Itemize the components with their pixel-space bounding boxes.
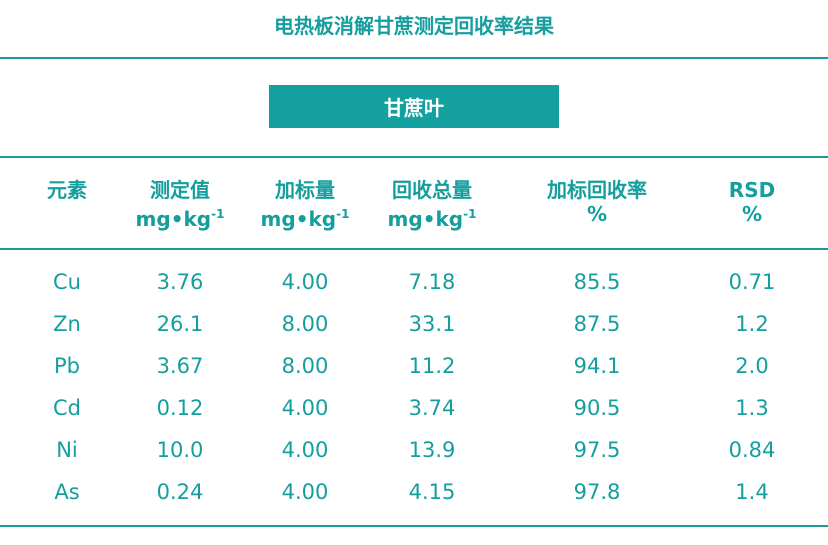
- table-cell: 10.0: [156, 438, 204, 462]
- table-cell: 97.5: [573, 438, 621, 462]
- table-cell: 3.67: [156, 354, 204, 378]
- column-header: 元素: [47, 178, 87, 202]
- column-header: 测定值 mg•kg-1: [136, 178, 225, 231]
- table-cell: 4.00: [281, 480, 329, 504]
- table-cell: 0.24: [156, 480, 204, 504]
- table-cell: 7.18: [408, 270, 456, 294]
- table-cell: 8.00: [281, 354, 329, 378]
- table-cell: 8.00: [281, 312, 329, 336]
- table-cell: 3.76: [156, 270, 204, 294]
- divider: [0, 156, 828, 158]
- table-cell: 97.8: [573, 480, 621, 504]
- table-cell: 87.5: [573, 312, 621, 336]
- column-header: 回收总量 mg•kg-1: [388, 178, 477, 231]
- header-label: 回收总量: [392, 178, 472, 202]
- column-header: RSD%: [729, 178, 775, 226]
- table-cell: 0.12: [156, 396, 204, 420]
- table-cell: 1.4: [735, 480, 769, 504]
- column-header: 加标量 mg•kg-1: [261, 178, 350, 231]
- divider: [0, 248, 828, 250]
- section-label: 甘蔗叶: [384, 96, 444, 120]
- table-cell: 2.0: [735, 354, 769, 378]
- table-cell: 90.5: [573, 396, 621, 420]
- header-unit: mg•kg-1: [260, 207, 350, 231]
- divider: [0, 57, 828, 59]
- header-label: 元素: [47, 178, 87, 202]
- table-cell: 0.84: [728, 438, 776, 462]
- table-cell: 4.00: [281, 270, 329, 294]
- table-cell: 4.00: [281, 438, 329, 462]
- element-cell: Cu: [53, 270, 81, 294]
- header-unit: %: [586, 202, 608, 226]
- element-cell: Ni: [56, 438, 78, 462]
- table-cell: 4.00: [281, 396, 329, 420]
- header-unit: %: [741, 202, 763, 226]
- table-cell: 1.2: [735, 312, 769, 336]
- header-unit: mg•kg-1: [387, 207, 477, 231]
- element-cell: Cd: [53, 396, 81, 420]
- table-cell: 13.9: [408, 438, 456, 462]
- table-cell: 26.1: [156, 312, 204, 336]
- header-label: RSD: [728, 178, 776, 202]
- table-cell: 11.2: [408, 354, 456, 378]
- table-cell: 85.5: [573, 270, 621, 294]
- page-title: 电热板消解甘蔗测定回收率结果: [274, 14, 554, 38]
- header-label: 加标量: [275, 178, 335, 202]
- table-cell: 33.1: [408, 312, 456, 336]
- element-cell: Zn: [53, 312, 81, 336]
- table-cell: 4.15: [408, 480, 456, 504]
- header-label: 测定值: [150, 178, 210, 202]
- table-cell: 1.3: [735, 396, 769, 420]
- header-label: 加标回收率: [547, 178, 647, 202]
- column-header: 加标回收率%: [547, 178, 647, 226]
- header-unit: mg•kg-1: [135, 207, 225, 231]
- table-cell: 3.74: [408, 396, 456, 420]
- table-cell: 94.1: [573, 354, 621, 378]
- element-cell: As: [54, 480, 80, 504]
- element-cell: Pb: [54, 354, 80, 378]
- table-cell: 0.71: [728, 270, 776, 294]
- divider: [0, 525, 828, 527]
- section-badge: 甘蔗叶: [269, 85, 559, 128]
